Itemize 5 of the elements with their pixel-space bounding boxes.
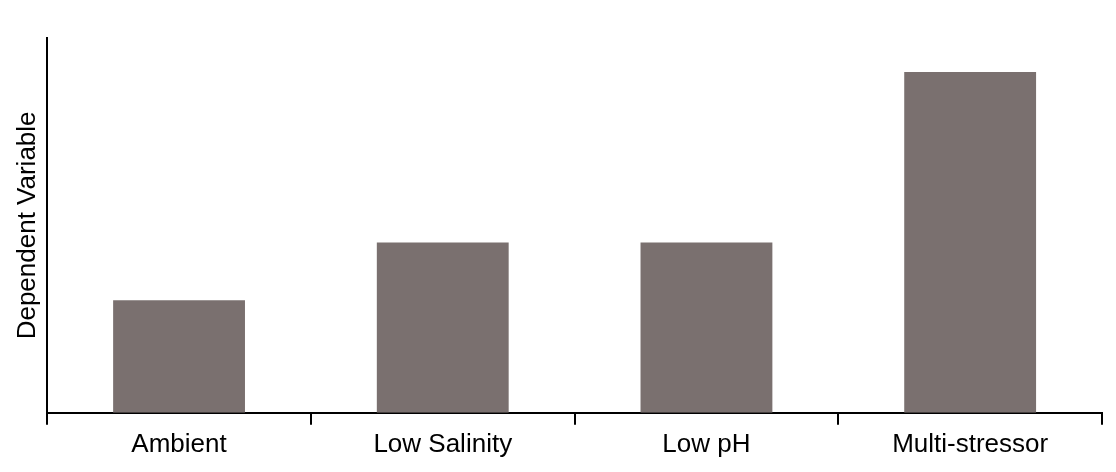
x-tick-label: Low pH bbox=[662, 427, 751, 458]
y-axis-title: Dependent Variable bbox=[10, 111, 41, 340]
x-tick-label: Low Salinity bbox=[373, 427, 513, 458]
x-tick-label: Multi-stressor bbox=[892, 427, 1049, 458]
x-tick-label: Ambient bbox=[131, 427, 228, 458]
